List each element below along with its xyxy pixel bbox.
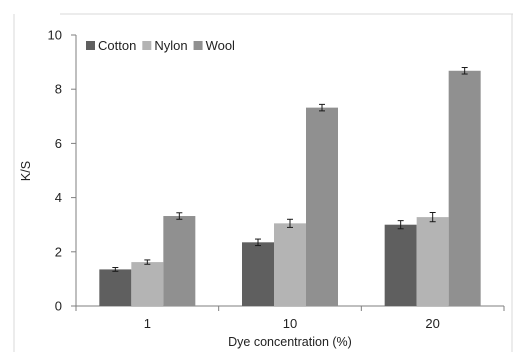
y-axis-label: K/S xyxy=(19,161,33,181)
bar-nylon-1 xyxy=(131,262,164,306)
bar-cotton-1 xyxy=(99,269,132,306)
error-bar-nylon-20 xyxy=(429,212,436,223)
bar-wool-1 xyxy=(163,216,196,306)
bar-wool-20 xyxy=(448,70,481,306)
legend: Cotton Nylon Wool xyxy=(86,38,235,53)
y-tick-label: 2 xyxy=(55,244,62,259)
bar-wool-10 xyxy=(306,107,338,307)
error-bar-nylon-10 xyxy=(287,218,293,228)
bar-cotton-20 xyxy=(384,224,417,306)
error-bar-wool-1 xyxy=(176,212,183,220)
error-bar-wool-20 xyxy=(461,67,468,75)
x-tick-label: 20 xyxy=(425,316,439,331)
legend-label: Wool xyxy=(206,38,235,53)
y-ticks: 0 2 4 6 8 10 xyxy=(48,28,76,314)
error-bar-cotton-20 xyxy=(397,220,404,230)
bar-nylon-20 xyxy=(416,217,449,306)
error-bar-wool-10 xyxy=(319,103,325,112)
y-tick-label: 10 xyxy=(48,28,62,43)
legend-swatch xyxy=(142,41,152,50)
x-tick-label: 10 xyxy=(283,316,297,331)
legend-label: Cotton xyxy=(98,38,136,53)
y-tick-label: 4 xyxy=(55,190,62,205)
x-tick-label: 1 xyxy=(144,316,151,331)
x-axis-label: Dye concentration (%) xyxy=(228,335,352,349)
legend-swatch xyxy=(86,41,95,50)
y-tick-label: 6 xyxy=(55,136,62,151)
x-ticks: 1 10 20 xyxy=(75,306,505,331)
error-bars xyxy=(112,67,468,272)
error-bar-nylon-1 xyxy=(144,259,151,265)
legend-item-nylon: Nylon xyxy=(142,38,188,53)
legend-item-cotton: Cotton xyxy=(86,38,136,53)
y-tick-label: 8 xyxy=(55,82,62,97)
bars xyxy=(99,70,481,307)
y-tick-label: 0 xyxy=(55,299,62,314)
bar-nylon-10 xyxy=(274,223,306,306)
legend-item-wool: Wool xyxy=(193,38,235,53)
legend-label: Nylon xyxy=(154,38,187,53)
bar-cotton-10 xyxy=(242,242,274,306)
error-bar-cotton-1 xyxy=(112,267,119,272)
error-bar-cotton-10 xyxy=(255,238,261,247)
legend-swatch xyxy=(193,41,203,50)
